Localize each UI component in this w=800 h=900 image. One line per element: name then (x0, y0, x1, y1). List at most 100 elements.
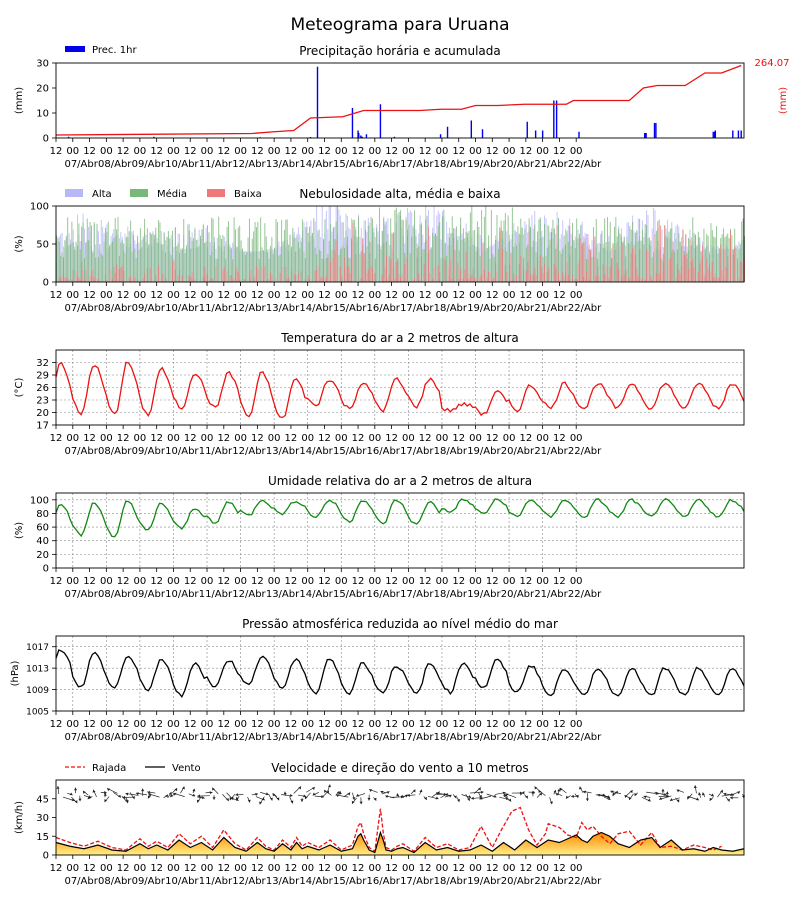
cloud-media-bar (236, 246, 238, 282)
cloud-baixa-bar (639, 249, 641, 282)
cloud-media-bar (218, 216, 220, 282)
x-tick-label: 12 (83, 863, 96, 874)
wind-arrow-head (401, 794, 404, 798)
x-day-label: 22/Abr (568, 732, 602, 743)
cloud-baixa-bar (416, 248, 418, 282)
x-tick-label: 00 (234, 433, 247, 444)
wind-arrow-head (321, 795, 324, 799)
cloud-media-bar (337, 206, 339, 282)
cloud-baixa-bar (351, 238, 353, 282)
cloud-media-bar (514, 230, 516, 282)
cloud-media-bar (521, 227, 523, 282)
wind-arrow-head (212, 797, 216, 800)
cloud-baixa-bar (314, 270, 316, 282)
cloud-media-bar (116, 229, 118, 282)
x-tick-label: 12 (83, 719, 96, 730)
wind-line (55, 830, 745, 854)
cloud-baixa-bar (646, 249, 648, 282)
x-tick-label: 12 (318, 576, 331, 587)
legend-swatch-prec (65, 46, 85, 52)
cloud-media-bar (261, 247, 263, 282)
x-tick-label: 12 (419, 863, 432, 874)
cloud-baixa-bar (412, 279, 414, 282)
x-day-label: 16/Abr (367, 589, 401, 600)
x-tick-label: 12 (50, 576, 63, 587)
cloud-baixa-bar (230, 275, 232, 282)
cloud-media-bar (606, 217, 608, 282)
cloud-media-bar (563, 235, 565, 282)
x-tick-label: 00 (268, 433, 281, 444)
cloud-media-bar (478, 227, 480, 282)
x-day-label: 15/Abr (333, 303, 367, 314)
x-tick-label: 12 (553, 290, 566, 301)
cloud-media-bar (107, 221, 109, 282)
cloud-media-bar (509, 240, 511, 282)
cloud-media-bar (506, 251, 508, 282)
cloud-media-bar (650, 240, 652, 282)
cloud-baixa-bar (320, 277, 322, 282)
cloud-media-bar (271, 237, 273, 282)
cloud-media-bar (372, 218, 374, 282)
cloud-media-bar (738, 248, 740, 282)
cloud-alta-bar (651, 228, 653, 282)
x-day-label: 11/Abr (199, 446, 233, 457)
cloud-baixa-bar (479, 276, 481, 282)
cloud-media-bar (699, 237, 701, 282)
x-tick-label: 00 (469, 433, 482, 444)
cloud-media-bar (64, 240, 66, 282)
legend-label-rajada: Rajada (92, 763, 126, 774)
cloud-baixa-bar (130, 276, 132, 282)
x-tick-label: 00 (201, 719, 214, 730)
cloud-baixa-bar (369, 241, 371, 282)
cloud-baixa-bar (253, 278, 255, 282)
x-day-label: 10/Abr (165, 446, 199, 457)
x-tick-label: 12 (217, 290, 230, 301)
x-tick-label: 12 (352, 146, 365, 157)
cloud-alta-bar (97, 231, 99, 282)
cloud-media-bar (504, 212, 506, 282)
legend-label-cloud: Baixa (234, 189, 262, 200)
cloud-baixa-bar (590, 250, 592, 282)
cloud-baixa-bar (222, 270, 224, 282)
cloud-baixa-bar (675, 276, 677, 282)
cloud-media-bar (254, 222, 256, 282)
cloud-baixa-bar (622, 243, 624, 282)
wind-arrow-head (173, 792, 177, 796)
cloud-baixa-bar (559, 279, 561, 282)
wind-arrow-head (265, 792, 269, 796)
gust-line (55, 806, 722, 853)
cloud-media-bar (525, 247, 527, 282)
x-day-label: 20/Abr (501, 159, 535, 170)
x-tick-label: 00 (570, 290, 583, 301)
wind-arrow-head (539, 792, 542, 796)
cloud-media-bar (448, 237, 450, 282)
x-tick-label: 00 (201, 290, 214, 301)
x-tick-label: 00 (335, 290, 348, 301)
y-tick-label: 60 (36, 523, 49, 534)
cloud-baixa-bar (711, 262, 713, 282)
cloud-media-bar (194, 229, 196, 282)
cloud-media-bar (339, 249, 341, 282)
cloud-media-bar (379, 207, 381, 282)
x-day-label: 08/Abr (98, 303, 132, 314)
cloud-baixa-bar (271, 275, 273, 282)
cloud-media-bar (86, 218, 88, 282)
wind-arrow-head (117, 794, 121, 798)
x-day-label: 20/Abr (501, 876, 535, 887)
cloud-baixa-bar (489, 272, 491, 282)
cloud-media-bar (626, 237, 628, 282)
cloud-media-bar (538, 219, 540, 282)
x-day-label: 08/Abr (98, 446, 132, 457)
wind-arrow-head (628, 797, 632, 800)
x-tick-label: 12 (419, 146, 432, 157)
cloud-baixa-bar (732, 249, 734, 282)
cloud-media-bar (183, 219, 185, 282)
cloud-baixa-bar (269, 272, 271, 282)
wind-arrow-head (192, 793, 196, 797)
y-tick-label: 1009 (26, 686, 49, 696)
cloud-baixa-bar (499, 231, 501, 282)
x-tick-label: 12 (519, 863, 532, 874)
cloud-media-bar (57, 237, 59, 282)
wind-arrow-head (304, 796, 308, 800)
cloud-baixa-bar (79, 279, 81, 282)
